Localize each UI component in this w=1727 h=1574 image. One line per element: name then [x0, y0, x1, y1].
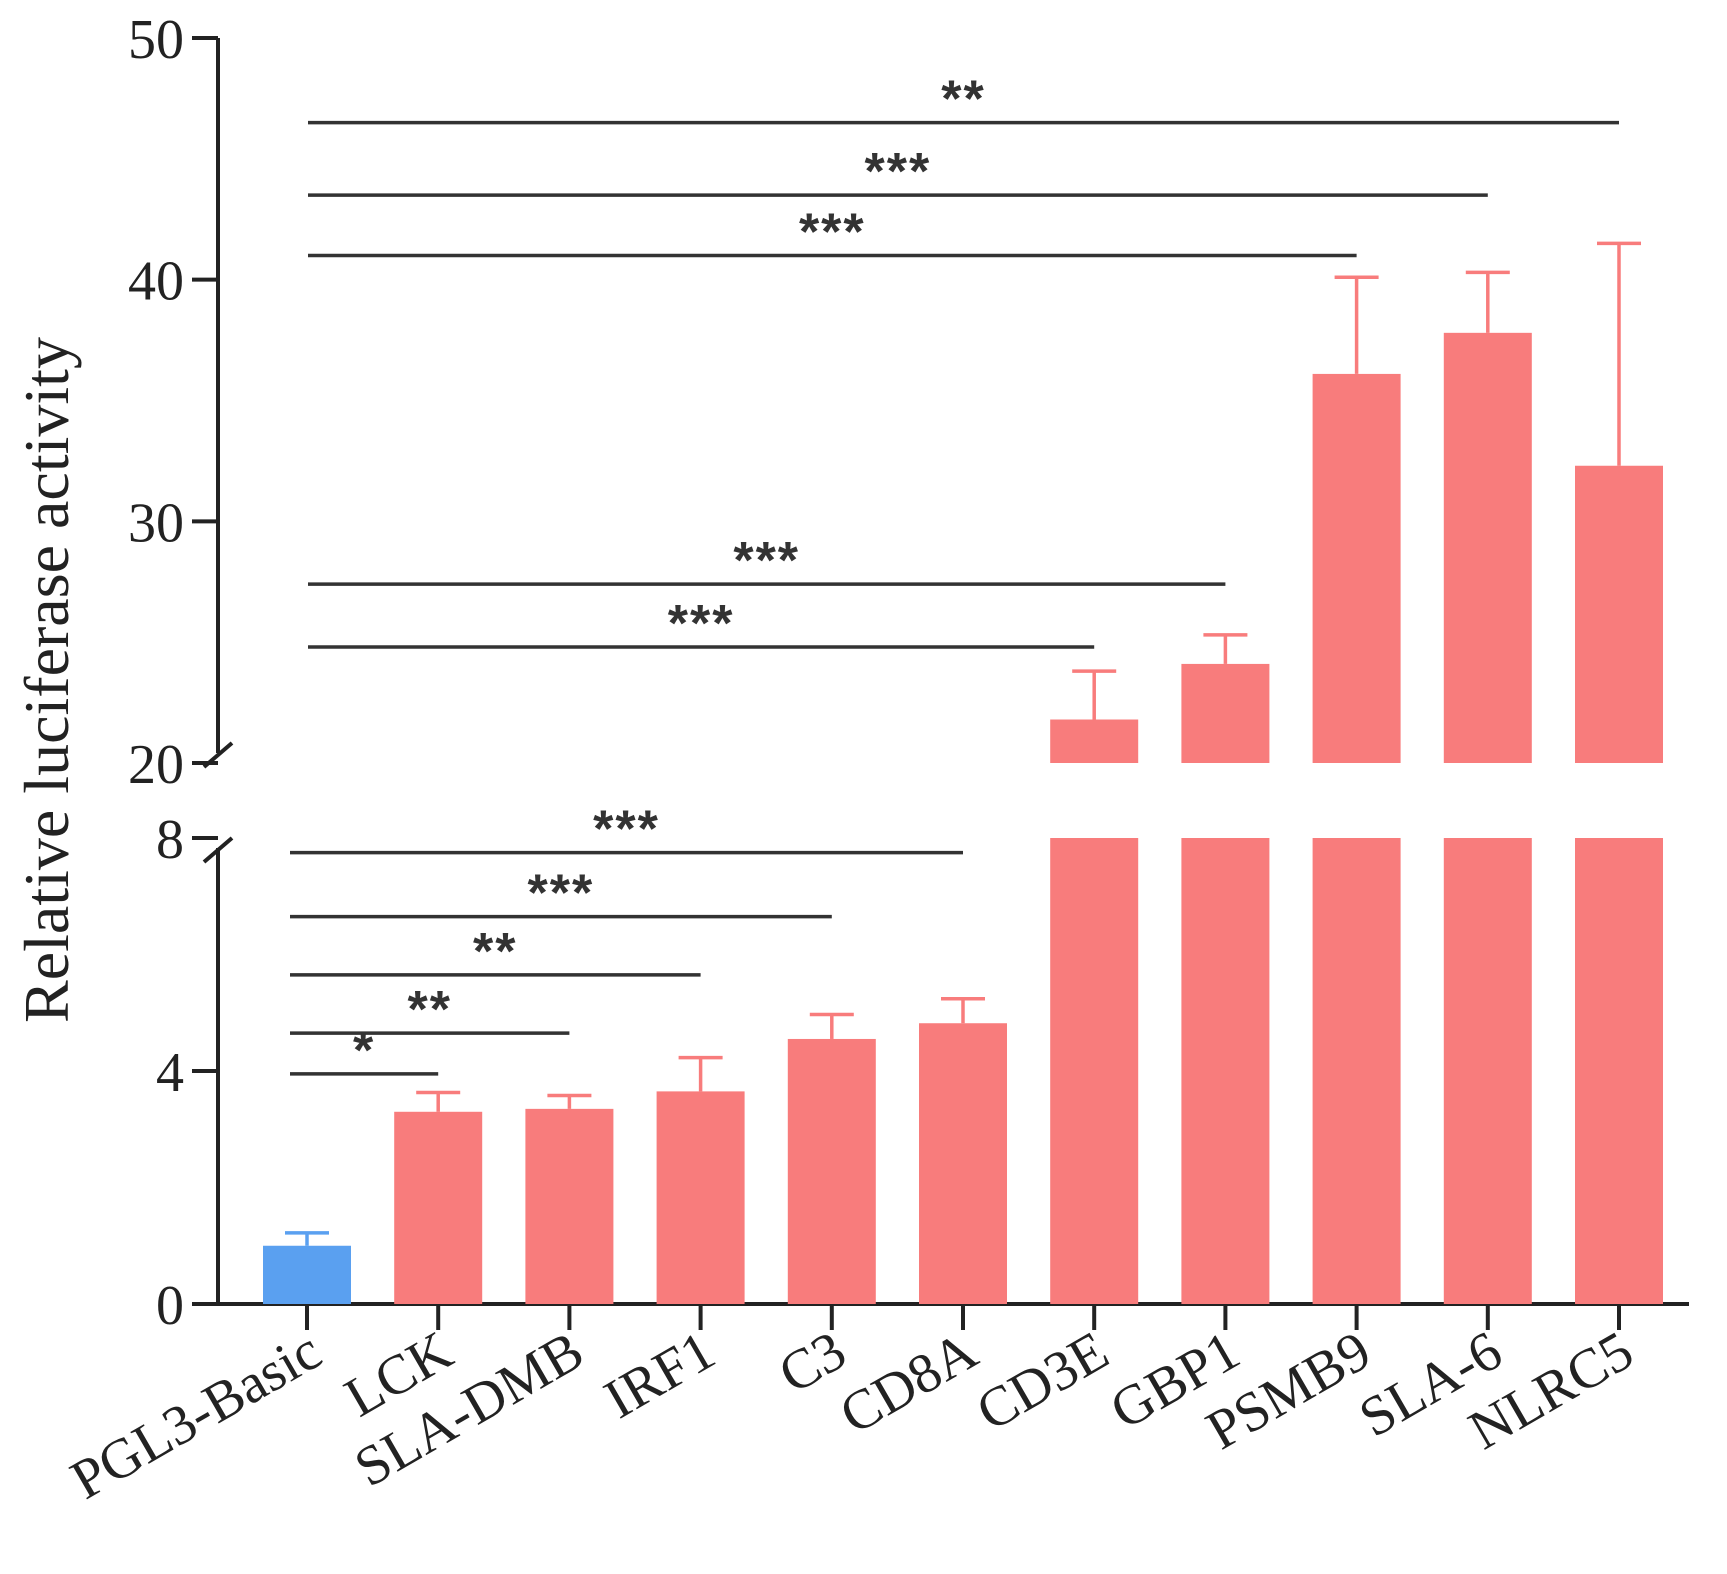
y-axis-label: Relative luciferase activity — [11, 337, 82, 1023]
bar — [1312, 838, 1401, 1304]
significance-label: ** — [407, 981, 451, 1039]
bar — [1050, 719, 1139, 763]
bar — [1181, 663, 1270, 763]
category-label: CD8A — [830, 1319, 988, 1446]
significance-label: *** — [668, 595, 735, 653]
category-label: IRF1 — [594, 1320, 725, 1431]
bar — [263, 1245, 351, 1304]
significance-label: *** — [593, 801, 660, 859]
y-tick-label: 4 — [156, 1042, 184, 1104]
bar — [1050, 838, 1139, 1304]
bar — [656, 1091, 745, 1304]
category-label: PGL3-Basic — [61, 1320, 332, 1512]
bar — [787, 1038, 876, 1304]
bar — [1181, 838, 1270, 1304]
bar — [1443, 332, 1532, 763]
axis-break-mark — [202, 836, 234, 864]
y-tick-label: 40 — [128, 251, 184, 313]
significance-label: *** — [733, 532, 800, 590]
significance-brackets: ************************* — [290, 71, 1619, 1080]
y-tick-label: 0 — [156, 1275, 184, 1337]
significance-label: ** — [473, 923, 517, 981]
y-tick-label: 50 — [128, 9, 184, 71]
bar — [919, 1023, 1007, 1304]
bar — [394, 1111, 483, 1304]
significance-label: *** — [528, 865, 595, 923]
y-tick-label: 30 — [128, 492, 184, 554]
significance-label: * — [353, 1022, 375, 1080]
error-bars — [285, 241, 1641, 1246]
bar — [1443, 838, 1532, 1304]
y-tick-label: 20 — [128, 734, 184, 796]
bar — [1575, 465, 1663, 763]
category-label: CD3E — [966, 1320, 1118, 1444]
bars — [263, 332, 1663, 1304]
significance-label: ** — [941, 71, 985, 129]
bar — [1575, 838, 1663, 1304]
significance-label: *** — [799, 204, 866, 262]
y-tick-label: 8 — [156, 809, 184, 871]
significance-label: *** — [865, 143, 932, 201]
bar — [1312, 373, 1401, 763]
bar — [525, 1108, 614, 1304]
